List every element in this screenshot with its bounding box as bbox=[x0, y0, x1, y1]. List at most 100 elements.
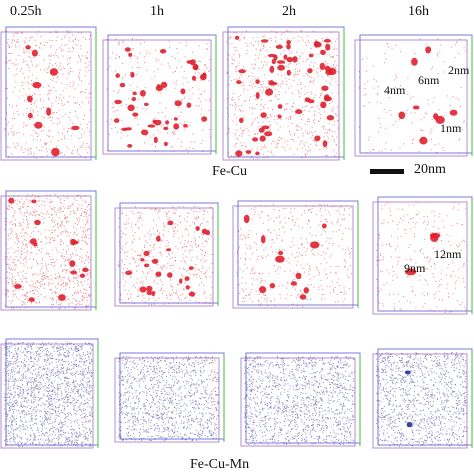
atom-cloud bbox=[236, 204, 352, 307]
cluster-blob bbox=[265, 88, 274, 96]
box-front-edge bbox=[237, 200, 359, 306]
box-back-edge bbox=[0, 343, 94, 449]
cluster-blob bbox=[34, 121, 43, 129]
cluster-blob bbox=[166, 248, 172, 252]
cluster-blob bbox=[174, 100, 182, 107]
cluster-blob bbox=[295, 109, 303, 115]
cluster-blob bbox=[113, 118, 120, 123]
box-back-edge bbox=[354, 39, 468, 157]
cluster-blob bbox=[277, 114, 282, 119]
cluster-blob bbox=[128, 52, 133, 57]
cluster-blob bbox=[151, 258, 159, 264]
box-front-edge bbox=[119, 352, 225, 440]
cluster-blob bbox=[143, 250, 150, 256]
cluster-blob bbox=[314, 135, 321, 142]
cluster-blob bbox=[419, 136, 428, 145]
cluster-blob bbox=[245, 150, 252, 154]
cluster-blob bbox=[398, 111, 406, 120]
cluster-blob bbox=[412, 105, 420, 110]
atom-map-svg bbox=[0, 338, 99, 449]
cluster-blob bbox=[304, 97, 311, 103]
cluster-blob bbox=[264, 131, 273, 137]
box-back-edge bbox=[114, 357, 220, 443]
cluster-blob bbox=[188, 291, 196, 297]
cluster-blob bbox=[8, 197, 15, 204]
cluster-blob bbox=[269, 283, 276, 289]
cluster-blob bbox=[425, 46, 432, 54]
cluster-blob bbox=[325, 43, 331, 51]
atom-map-fe-cu-mn-1h bbox=[114, 352, 226, 446]
cluster-blob bbox=[70, 238, 77, 246]
cluster-blob bbox=[173, 123, 180, 130]
cluster-blob bbox=[295, 272, 302, 280]
box-back-edge bbox=[240, 357, 356, 447]
cluster-blob bbox=[180, 88, 186, 95]
atom-map-row2-0.25h bbox=[0, 190, 98, 314]
atom-map-fe-cu-mn-16h bbox=[372, 348, 474, 452]
cluster-blob bbox=[275, 255, 285, 263]
atom-cloud bbox=[118, 206, 213, 305]
atom-map-svg bbox=[222, 26, 345, 161]
time-label-0.25h: 0.25h bbox=[10, 4, 42, 19]
cluster-blob bbox=[404, 370, 411, 375]
cluster-blob bbox=[71, 125, 80, 131]
atom-map-svg bbox=[232, 200, 359, 309]
cluster-blob bbox=[411, 57, 418, 66]
cluster-blob bbox=[144, 263, 150, 268]
cluster-blob bbox=[235, 150, 243, 157]
box-back-edge bbox=[372, 201, 468, 315]
box-back-edge bbox=[0, 195, 92, 311]
cluster-blob bbox=[167, 272, 173, 278]
atom-cloud bbox=[4, 194, 91, 309]
atom-map-svg bbox=[0, 26, 97, 161]
cluster-blob bbox=[33, 242, 38, 247]
cluster-blob bbox=[243, 214, 250, 224]
cluster-blob bbox=[200, 73, 207, 81]
atom-cloud bbox=[106, 38, 211, 153]
cluster-blob bbox=[179, 278, 183, 284]
cluster-blob bbox=[152, 119, 157, 124]
box-back-edge bbox=[114, 207, 214, 307]
cluster-blob bbox=[259, 135, 266, 142]
cluster-blob bbox=[115, 73, 120, 78]
time-label-16h: 16h bbox=[408, 4, 429, 19]
atom-cloud bbox=[118, 356, 219, 441]
cluster-blob bbox=[46, 107, 52, 116]
atom-cloud bbox=[226, 30, 339, 159]
cluster-blob bbox=[34, 219, 41, 226]
cluster-blob bbox=[27, 112, 33, 119]
cluster-blob bbox=[69, 260, 76, 267]
cluster-blob bbox=[286, 69, 291, 76]
cluster-blob bbox=[278, 250, 284, 256]
cluster-blob bbox=[236, 80, 242, 85]
cluster-blob bbox=[188, 266, 194, 270]
atom-map-svg bbox=[114, 352, 225, 443]
atom-map-svg bbox=[354, 34, 473, 157]
cluster-blob bbox=[79, 273, 86, 278]
atom-map-svg bbox=[0, 190, 97, 311]
cluster-blob bbox=[144, 102, 149, 107]
cluster-blob bbox=[321, 85, 329, 91]
cluster-blob bbox=[58, 294, 66, 301]
cluster-blob bbox=[132, 91, 137, 96]
box-back-edge bbox=[372, 353, 468, 449]
cluster-blob bbox=[259, 286, 267, 294]
cluster-blob bbox=[406, 422, 413, 428]
cluster-blob bbox=[320, 101, 327, 109]
atom-map-fe-cu-16h bbox=[354, 34, 474, 160]
cluster-blob bbox=[277, 104, 283, 109]
atom-map-svg bbox=[102, 34, 217, 155]
cluster-blob bbox=[286, 43, 291, 50]
cluster-blob bbox=[258, 127, 265, 133]
cluster-blob bbox=[124, 47, 131, 52]
box-back-edge bbox=[102, 39, 212, 155]
cluster-blob bbox=[192, 64, 199, 71]
cluster-blob bbox=[31, 49, 38, 57]
cluster-blob bbox=[51, 147, 60, 157]
cluster-blob bbox=[201, 116, 208, 122]
time-label-2h: 2h bbox=[282, 4, 296, 19]
cluster-blob bbox=[146, 285, 153, 292]
atom-cloud bbox=[4, 30, 91, 159]
cluster-blob bbox=[252, 137, 259, 142]
atom-cloud bbox=[4, 342, 93, 447]
